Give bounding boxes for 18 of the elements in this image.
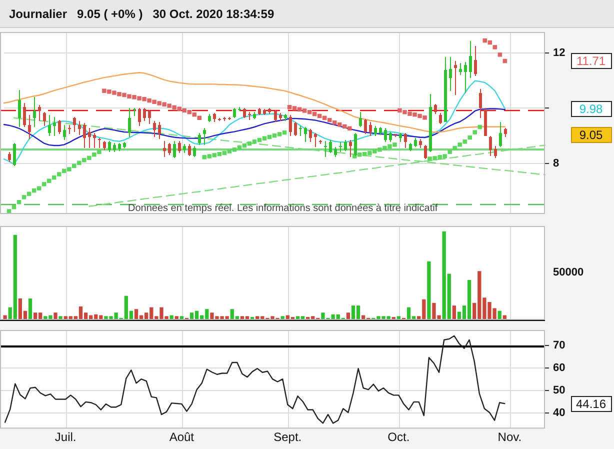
text: 9.98 [579, 102, 603, 116]
y-tick-label: 50 [553, 384, 566, 397]
x-tick-label: Juil. [54, 430, 76, 444]
text: 44.16 [576, 396, 606, 411]
chart-title: Journalier 9.05 ( +0% ) 30 Oct. 2020 18:34:59 [9, 7, 274, 21]
y-tick-label: 60 [553, 362, 566, 374]
x-tick-label: Août [169, 430, 195, 444]
y-tick-label: 12 [553, 47, 566, 60]
text: 11.71 [576, 54, 606, 68]
annotation: Donnees en temps réel. Les informations sont données à titre indicatif [128, 202, 438, 214]
y-tick-label: 40 [553, 406, 566, 419]
text: 50000 [553, 266, 584, 279]
text: 9.05 [579, 128, 603, 142]
y-tick-label: 8 [553, 157, 560, 170]
x-tick-label: Sept. [274, 430, 302, 444]
y-tick-label: 70 [553, 340, 566, 352]
x-tick-label: Oct. [388, 430, 410, 444]
x-tick-label: Nov. [498, 430, 522, 444]
